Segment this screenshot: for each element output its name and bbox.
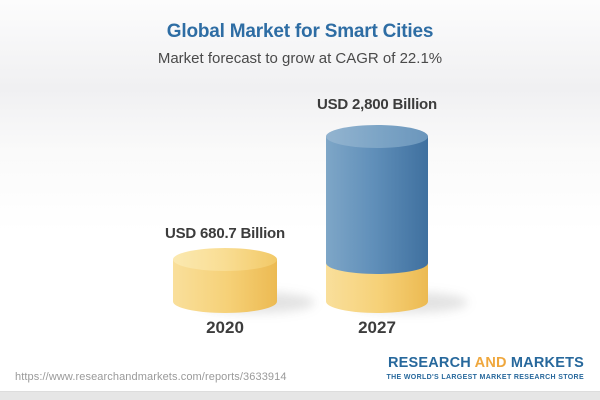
brand-logo-wordmark: RESEARCH AND MARKETS xyxy=(386,356,584,371)
category-label-2027: 2027 xyxy=(358,318,396,337)
logo-word-research: RESEARCH xyxy=(387,355,471,371)
bottom-border-strip xyxy=(0,391,600,400)
brand-logo: RESEARCH AND MARKETS THE WORLD'S LARGEST… xyxy=(386,356,584,381)
value-label-2027: USD 2,800 Billion xyxy=(317,96,437,113)
cylinder-2027-body xyxy=(326,136,428,263)
cylinder-2020-bottom-cap xyxy=(173,290,277,313)
category-label-2020: 2020 xyxy=(206,318,244,337)
cylinder-2020-top-cap xyxy=(173,248,277,271)
page-subtitle: Market forecast to grow at CAGR of 22.1% xyxy=(157,50,443,67)
value-label-2020: USD 680.7 Billion xyxy=(165,225,285,242)
page-title: Global Market for Smart Cities xyxy=(166,21,434,42)
brand-logo-tagline: THE WORLD'S LARGEST MARKET RESEARCH STOR… xyxy=(386,373,584,381)
source-url: https://www.researchandmarkets.com/repor… xyxy=(15,371,287,383)
cylinder-2027-bottom-cap xyxy=(326,290,428,313)
logo-word-and: AND xyxy=(474,355,507,371)
logo-word-markets: MARKETS xyxy=(510,355,584,371)
cylinder-2027-top-cap xyxy=(326,125,428,148)
